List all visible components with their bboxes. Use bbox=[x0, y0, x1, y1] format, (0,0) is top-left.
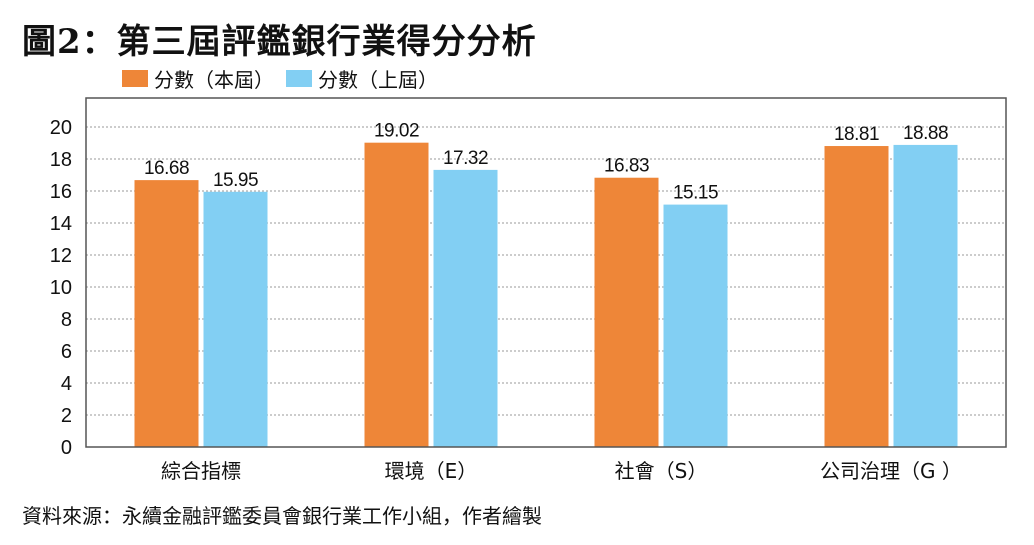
x-category-label: 環境（E） bbox=[385, 459, 478, 483]
y-tick-label: 4 bbox=[61, 373, 72, 395]
bar-current bbox=[824, 146, 889, 448]
y-tick-label: 16 bbox=[50, 181, 72, 203]
legend-label-previous: 分數（上屆） bbox=[318, 68, 438, 92]
y-tick-label: 2 bbox=[61, 405, 72, 427]
y-tick-label: 6 bbox=[61, 341, 72, 363]
data-label: 15.15 bbox=[673, 183, 718, 204]
legend-swatch-current bbox=[122, 70, 148, 87]
data-label: 18.81 bbox=[834, 124, 879, 145]
bar-previous bbox=[893, 144, 958, 448]
bar-current bbox=[364, 142, 429, 447]
plot-frame bbox=[85, 97, 1007, 448]
x-category-label: 社會（S） bbox=[615, 459, 708, 483]
legend-item-current: 分數（本屆） bbox=[122, 64, 274, 93]
data-labels: 16.68 15.95 19.02 17.32 16.83 15.15 18.81 18.88 bbox=[144, 121, 949, 204]
y-tick-label: 8 bbox=[61, 309, 72, 331]
bar-previous bbox=[203, 191, 268, 447]
bars bbox=[134, 142, 958, 448]
bar-previous bbox=[433, 169, 498, 447]
bar-current bbox=[594, 177, 659, 447]
y-tick-label: 20 bbox=[50, 117, 72, 139]
x-category-label: 綜合指標 bbox=[161, 459, 241, 483]
y-tick-label: 14 bbox=[50, 213, 72, 235]
bar-previous bbox=[663, 204, 728, 447]
data-label: 17.32 bbox=[443, 148, 488, 169]
axes: 0 2 4 6 8 10 12 14 16 18 20 綜合指標 環境（E） 社會（S） 公司治理（G ） bbox=[50, 97, 1007, 483]
legend-item-previous: 分數（上屆） bbox=[286, 64, 438, 93]
x-category-label: 公司治理（G ） bbox=[820, 459, 962, 483]
source-note: 資料來源：永續金融評鑑委員會銀行業工作小組，作者繪製 bbox=[22, 504, 542, 528]
legend: 分數（本屆） 分數（上屆） bbox=[122, 64, 450, 93]
data-label: 16.68 bbox=[144, 158, 189, 179]
y-tick-label: 10 bbox=[50, 277, 72, 299]
legend-swatch-previous bbox=[286, 70, 312, 87]
data-label: 18.88 bbox=[903, 123, 948, 144]
data-label: 15.95 bbox=[213, 170, 258, 191]
legend-label-current: 分數（本屆） bbox=[154, 68, 274, 92]
y-tick-label: 0 bbox=[61, 437, 72, 459]
chart-title: 圖2：第三屆評鑑銀行業得分分析 bbox=[22, 22, 537, 62]
bar-current bbox=[134, 180, 199, 447]
y-tick-label: 18 bbox=[50, 149, 72, 171]
data-label: 16.83 bbox=[604, 156, 649, 177]
y-tick-label: 12 bbox=[50, 245, 72, 267]
data-label: 19.02 bbox=[374, 121, 419, 142]
